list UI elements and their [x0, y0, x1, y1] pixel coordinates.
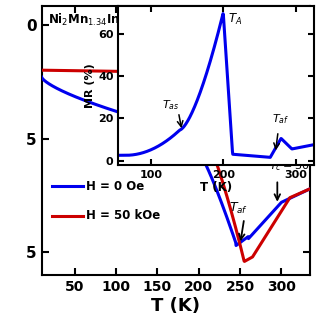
Text: $T_{as}$: $T_{as}$	[162, 98, 179, 112]
Y-axis label: MR (%): MR (%)	[85, 63, 95, 108]
Text: $T_{af}$: $T_{af}$	[272, 113, 290, 126]
Text: $T_c = 30$: $T_c = 30$	[269, 159, 309, 173]
Text: $T_A$: $T_A$	[228, 12, 242, 28]
X-axis label: T (K): T (K)	[200, 181, 232, 194]
X-axis label: T (K): T (K)	[151, 297, 201, 315]
Text: Ni$_2$Mn$_{1.34}$In$_{0.66}$: Ni$_2$Mn$_{1.34}$In$_{0.66}$	[48, 12, 139, 28]
Text: $T_{af}$: $T_{af}$	[229, 200, 249, 215]
Text: H = 50 kOe: H = 50 kOe	[86, 210, 161, 222]
Text: H = 0 Oe: H = 0 Oe	[86, 180, 145, 193]
Text: $T_{as}$: $T_{as}$	[188, 87, 207, 102]
